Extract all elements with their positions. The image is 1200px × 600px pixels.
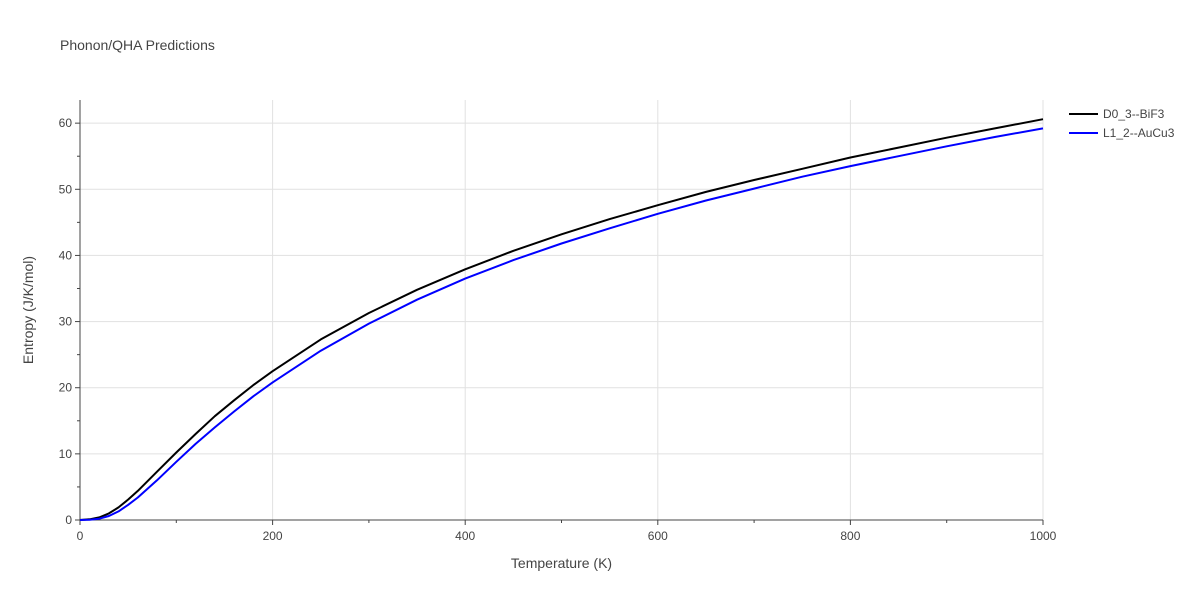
- series-line-2: [79, 127, 1044, 521]
- x-tick-label: 800: [840, 529, 860, 543]
- x-tick-label: 600: [648, 529, 668, 543]
- legend-label-1: D0_3--BiF3: [1103, 107, 1165, 121]
- x-ticks: 0 200 400 600 800 1000: [77, 520, 1057, 543]
- chart-title: Phonon/QHA Predictions: [60, 37, 215, 53]
- y-tick-label: 0: [65, 513, 72, 527]
- y-tick-label: 50: [59, 182, 73, 196]
- x-tick-label: 1000: [1030, 529, 1057, 543]
- legend: D0_3--BiF3 L1_2--AuCu3: [1069, 107, 1175, 140]
- y-tick-label: 40: [59, 248, 73, 262]
- y-tick-label: 20: [59, 381, 73, 395]
- y-tick-label: 10: [59, 447, 73, 461]
- y-tick-label: 60: [59, 116, 73, 130]
- y-axis-title: Entropy (J/K/mol): [20, 256, 36, 364]
- x-tick-label: 200: [263, 529, 283, 543]
- series-lines: [79, 118, 1044, 521]
- x-tick-label: 400: [455, 529, 475, 543]
- x-tick-label: 0: [77, 529, 84, 543]
- axes: [79, 100, 1043, 521]
- y-tick-label: 30: [59, 315, 73, 329]
- y-ticks: 0 10 20 30 40 50 60: [59, 116, 80, 527]
- x-axis-title: Temperature (K): [511, 555, 612, 571]
- grid: [80, 100, 1044, 520]
- legend-label-2: L1_2--AuCu3: [1103, 126, 1175, 140]
- series-line-1: [79, 118, 1044, 521]
